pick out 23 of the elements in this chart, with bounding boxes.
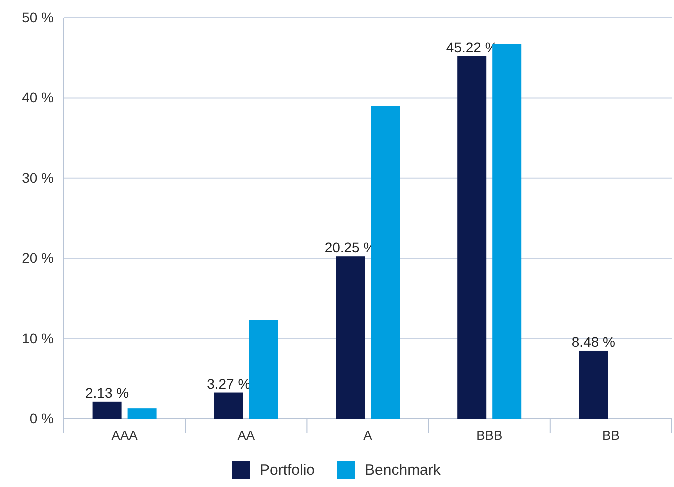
x-tick-label: BBB	[476, 428, 503, 444]
y-tick-label: 30 %	[22, 170, 54, 186]
bar	[214, 392, 244, 419]
y-tick-label: 40 %	[22, 90, 54, 106]
bar	[336, 256, 365, 419]
bar	[371, 106, 400, 419]
bar	[249, 320, 278, 419]
bar	[128, 408, 157, 419]
x-tick-label: A	[364, 428, 373, 444]
bar	[92, 402, 122, 419]
x-tick-label: AA	[238, 428, 256, 444]
x-tick-label: AAA	[112, 428, 138, 444]
y-tick-label: 50 %	[22, 9, 54, 26]
data-label: 2.13 %	[86, 384, 130, 401]
y-tick-label: 10 %	[22, 330, 54, 346]
bar	[579, 350, 608, 419]
y-tick-label: 0 %	[30, 410, 54, 426]
bar	[458, 56, 487, 419]
y-tick-label: 20 %	[22, 250, 54, 266]
legend-label: Benchmark	[365, 462, 442, 479]
data-label: 8.48 %	[572, 334, 616, 350]
x-tick-label: BB	[602, 428, 620, 444]
legend-label: Portfolio	[260, 462, 316, 479]
